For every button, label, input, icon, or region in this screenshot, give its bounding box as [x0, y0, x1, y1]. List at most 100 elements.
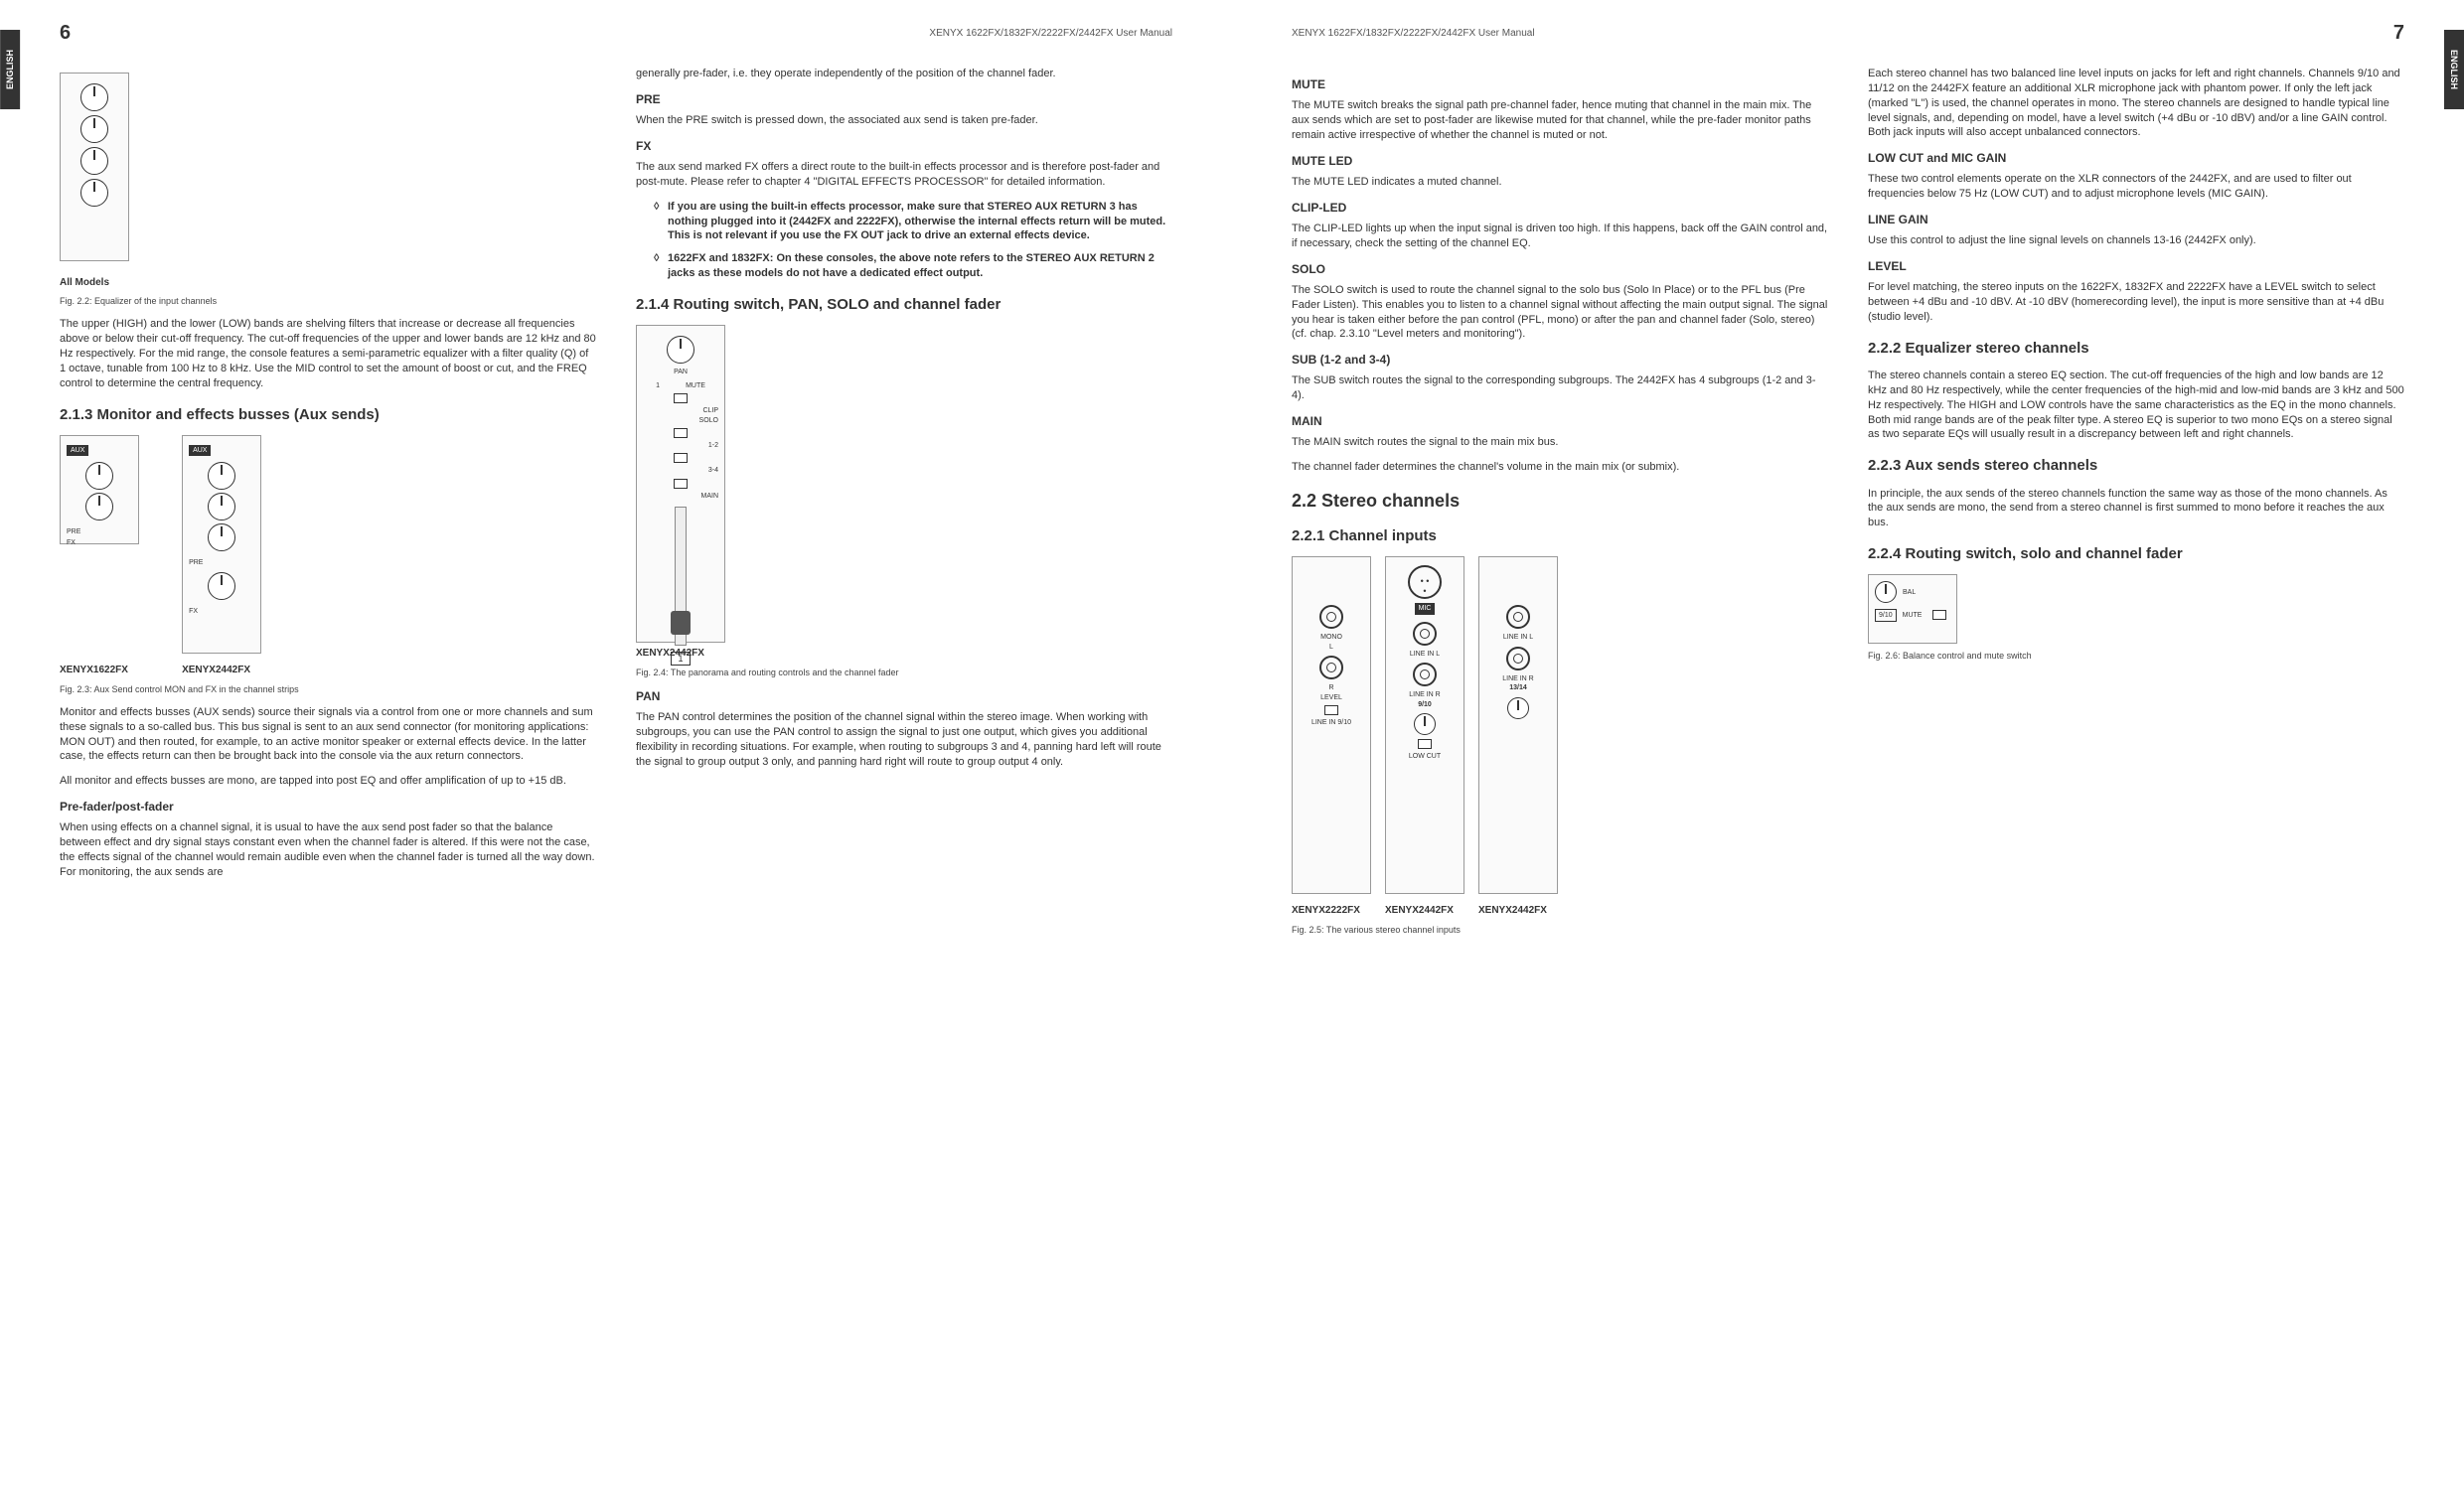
fig-ci-2222: MONO L R LEVEL LINE IN 9/10 — [1292, 556, 1371, 894]
sub-heading: SUB (1-2 and 3-4) — [1292, 352, 1828, 368]
aux-stereo-para: In principle, the aux sends of the stere… — [1868, 487, 2404, 531]
fig-balance: BAL 9/10 MUTE — [1868, 574, 1957, 644]
page-number: 6 — [60, 20, 71, 47]
fig-aux-1622: AUX PRE FX — [60, 435, 139, 544]
muteled-heading: MUTE LED — [1292, 153, 1828, 169]
fig-23-caption: Fig. 2.3: Aux Send control MON and FX in… — [60, 683, 596, 695]
level-tag: LEVEL — [1297, 693, 1366, 702]
solo-heading: SOLO — [1292, 261, 1828, 277]
eq-paragraph: The upper (HIGH) and the lower (LOW) ban… — [60, 317, 596, 390]
r34-tag: 3-4 — [643, 466, 718, 475]
l-tag: L — [1297, 643, 1366, 652]
fig-ci-2442-910: MIC LINE IN L LINE IN R 9/10 LOW CUT — [1385, 556, 1464, 894]
bal-tag: BAL — [1903, 588, 1916, 597]
pre-tag: PRE — [67, 528, 80, 535]
lowcut-tag: LOW CUT — [1390, 752, 1460, 761]
knob-bal — [1875, 581, 1897, 603]
linel-tag: LINE IN L — [1390, 650, 1460, 659]
main-para1: The MAIN switch routes the signal to the… — [1292, 435, 1828, 450]
col2-top-para: generally pre-fader, i.e. they operate i… — [636, 67, 1172, 81]
main-tag: MAIN — [643, 492, 718, 501]
aux-small-label: XENYX1622FX — [60, 664, 139, 677]
fader-knob-icon — [671, 611, 691, 635]
manual-title: XENYX 1622FX/1832FX/2222FX/2442FX User M… — [929, 27, 1172, 41]
fx-para: The aux send marked FX offers a direct r… — [636, 160, 1172, 190]
fx-notes-list: If you are using the built-in effects pr… — [654, 200, 1172, 281]
xlr-icon — [1408, 565, 1442, 599]
page-header: 6 XENYX 1622FX/1832FX/2222FX/2442FX User… — [60, 20, 1172, 47]
right-col2: Each stereo channel has two balanced lin… — [1868, 67, 2404, 946]
fader-track — [675, 507, 687, 646]
linegain-para: Use this control to adjust the line sign… — [1868, 233, 2404, 248]
aux-big-label: XENYX2442FX — [182, 664, 250, 677]
pan-heading: PAN — [636, 688, 1172, 704]
knob-freq — [80, 147, 108, 175]
heading-214: 2.1.4 Routing switch, PAN, SOLO and chan… — [636, 295, 1172, 315]
mute-btn-icon — [1932, 610, 1946, 620]
knob-aux2 — [85, 493, 113, 520]
page-right: XENYX 1622FX/1832FX/2222FX/2442FX User M… — [1232, 0, 2464, 1485]
mute-para: The MUTE switch breaks the signal path p… — [1292, 98, 1828, 143]
r34-btn-icon — [674, 479, 688, 489]
pre-heading: PRE — [636, 91, 1172, 107]
solo-tag: SOLO — [643, 416, 718, 425]
pre-post-heading: Pre-fader/post-fader — [60, 799, 596, 815]
pre-post-para: When using effects on a channel signal, … — [60, 820, 596, 879]
knob-pan — [667, 336, 694, 364]
muteled-para: The MUTE LED indicates a muted channel. — [1292, 175, 1828, 190]
jack-icon — [1319, 605, 1343, 629]
fig-26-caption: Fig. 2.6: Balance control and mute switc… — [1868, 650, 2404, 662]
fig-routing: PAN 1 MUTE CLIP SOLO 1-2 3-4 MAIN 1 — [636, 325, 725, 643]
right-col1: MUTE The MUTE switch breaks the signal p… — [1292, 67, 1828, 946]
heading-224: 2.2.4 Routing switch, solo and channel f… — [1868, 544, 2404, 564]
r12-btn-icon — [674, 453, 688, 463]
liner-tag: LINE IN R — [1483, 674, 1553, 683]
heading-223: 2.2.3 Aux sends stereo channels — [1868, 456, 2404, 476]
ci-label-2: XENYX2442FX — [1385, 904, 1464, 918]
fx-note-2: 1622FX and 1832FX: On these consoles, th… — [654, 251, 1172, 281]
aux-tag: AUX — [189, 445, 211, 456]
eq-stereo-para: The stereo channels contain a stereo EQ … — [1868, 369, 2404, 442]
line910-tag: LINE IN 9/10 — [1297, 718, 1366, 727]
knob-a2 — [208, 493, 235, 520]
jack-icon — [1413, 663, 1437, 686]
pre-tag: PRE — [189, 559, 203, 566]
solo-para: The SOLO switch is used to route the cha… — [1292, 283, 1828, 342]
aux-para2: All monitor and effects busses are mono,… — [60, 774, 596, 789]
mute-btn-icon — [674, 393, 688, 403]
fig-aux-labels: XENYX1622FX XENYX2442FX — [60, 660, 596, 677]
mute-heading: MUTE — [1292, 76, 1828, 92]
level-btn-icon — [1324, 705, 1338, 715]
fx-tag: FX — [67, 538, 132, 547]
knob-mid — [80, 115, 108, 143]
knob-aux1 — [85, 462, 113, 490]
liner-tag: LINE IN R — [1390, 690, 1460, 699]
fig-25-caption: Fig. 2.5: The various stereo channel inp… — [1292, 924, 1828, 936]
r-tag: R — [1297, 683, 1366, 692]
jack-icon — [1413, 622, 1437, 646]
fig-routing-label: XENYX2442FX — [636, 647, 1172, 661]
ch-num: 1 — [656, 381, 660, 390]
clip-tag: CLIP — [643, 406, 718, 415]
page-left: 6 XENYX 1622FX/1832FX/2222FX/2442FX User… — [0, 0, 1232, 1485]
ci-label-1: XENYX2222FX — [1292, 904, 1371, 918]
mic-tag: MIC — [1415, 603, 1436, 614]
level-para: For level matching, the stereo inputs on… — [1868, 280, 2404, 325]
fig-24-caption: Fig. 2.4: The panorama and routing contr… — [636, 667, 1172, 678]
lowcut-btn-icon — [1418, 739, 1432, 749]
fig-ci-labels: XENYX2222FX XENYX2442FX XENYX2442FX — [1292, 900, 1828, 918]
r-col2-top: Each stereo channel has two balanced lin… — [1868, 67, 2404, 140]
bal-ch: 9/10 — [1875, 609, 1897, 622]
main-para2: The channel fader determines the channel… — [1292, 460, 1828, 475]
fig-channel-inputs: MONO L R LEVEL LINE IN 9/10 MIC LINE IN … — [1292, 556, 1828, 894]
fig-aux-row: AUX PRE FX AUX PRE FX — [60, 435, 596, 654]
main-heading: MAIN — [1292, 413, 1828, 429]
clip-heading: CLIP-LED — [1292, 200, 1828, 216]
fig-aux-2442: AUX PRE FX — [182, 435, 261, 654]
ch1314-tag: 13/14 — [1483, 683, 1553, 692]
left-col2: generally pre-fader, i.e. they operate i… — [636, 67, 1172, 890]
pan-tag: PAN — [643, 368, 718, 376]
jack-icon — [1319, 656, 1343, 679]
heading-222: 2.2.2 Equalizer stereo channels — [1868, 339, 2404, 359]
page-header: XENYX 1622FX/1832FX/2222FX/2442FX User M… — [1292, 20, 2404, 47]
